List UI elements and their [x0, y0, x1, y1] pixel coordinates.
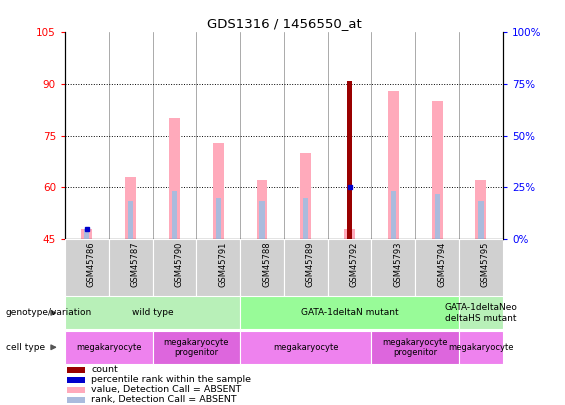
Bar	[213, 143, 224, 239]
Bar	[65, 331, 153, 364]
Bar	[65, 296, 240, 329]
Bar	[240, 239, 284, 296]
Bar	[347, 181, 352, 239]
Text: GSM45791: GSM45791	[218, 242, 227, 287]
Bar	[344, 229, 355, 239]
Text: rank, Detection Call = ABSENT: rank, Detection Call = ABSENT	[92, 395, 237, 405]
Bar	[391, 191, 396, 239]
Bar	[240, 296, 459, 329]
Text: megakaryocyte: megakaryocyte	[448, 343, 514, 352]
Bar	[67, 377, 85, 383]
Text: GSM45788: GSM45788	[262, 242, 271, 288]
Text: megakaryocyte
progenitor: megakaryocyte progenitor	[164, 338, 229, 357]
Text: GSM45792: GSM45792	[350, 242, 359, 287]
Text: count: count	[92, 365, 118, 374]
Bar	[108, 239, 153, 296]
Bar	[172, 191, 177, 239]
Title: GDS1316 / 1456550_at: GDS1316 / 1456550_at	[207, 17, 361, 30]
Text: GSM45789: GSM45789	[306, 242, 315, 287]
Bar	[479, 201, 484, 239]
Bar	[432, 101, 442, 239]
Bar	[125, 177, 136, 239]
Text: megakaryocyte: megakaryocyte	[76, 343, 141, 352]
Text: GATA-1deltaNeo
deltaHS mutant: GATA-1deltaNeo deltaHS mutant	[445, 303, 518, 322]
Bar	[459, 296, 503, 329]
Bar	[301, 153, 311, 239]
Text: GSM45790: GSM45790	[175, 242, 184, 287]
Text: GSM45793: GSM45793	[393, 242, 402, 287]
Text: value, Detection Call = ABSENT: value, Detection Call = ABSENT	[92, 385, 241, 394]
Bar	[434, 194, 440, 239]
Bar	[303, 198, 308, 239]
Bar	[459, 331, 503, 364]
Bar	[67, 387, 85, 393]
Bar	[84, 229, 89, 239]
Bar	[476, 181, 486, 239]
Bar	[347, 81, 352, 239]
Text: GSM45794: GSM45794	[437, 242, 446, 287]
Bar	[197, 239, 240, 296]
Bar	[372, 239, 415, 296]
Text: wild type: wild type	[132, 308, 173, 318]
Bar	[388, 91, 399, 239]
Bar	[216, 198, 221, 239]
Bar	[284, 239, 328, 296]
Text: genotype/variation: genotype/variation	[6, 308, 92, 318]
Bar	[372, 331, 459, 364]
Bar	[67, 397, 85, 403]
Bar	[257, 181, 267, 239]
Text: cell type: cell type	[6, 343, 45, 352]
Text: percentile rank within the sample: percentile rank within the sample	[92, 375, 251, 384]
Bar	[153, 331, 240, 364]
Bar	[128, 201, 133, 239]
Bar	[259, 201, 264, 239]
Bar	[81, 229, 92, 239]
Bar	[67, 367, 85, 373]
Bar	[65, 239, 109, 296]
Bar	[169, 119, 180, 239]
Text: GSM45786: GSM45786	[87, 242, 96, 288]
Text: GSM45795: GSM45795	[481, 242, 490, 287]
Text: megakaryocyte
progenitor: megakaryocyte progenitor	[383, 338, 448, 357]
Bar	[328, 239, 372, 296]
Bar	[153, 239, 197, 296]
Bar	[459, 239, 503, 296]
Bar	[415, 239, 459, 296]
Text: GSM45787: GSM45787	[131, 242, 140, 288]
Text: megakaryocyte: megakaryocyte	[273, 343, 338, 352]
Bar	[240, 331, 372, 364]
Text: GATA-1deltaN mutant: GATA-1deltaN mutant	[301, 308, 398, 318]
